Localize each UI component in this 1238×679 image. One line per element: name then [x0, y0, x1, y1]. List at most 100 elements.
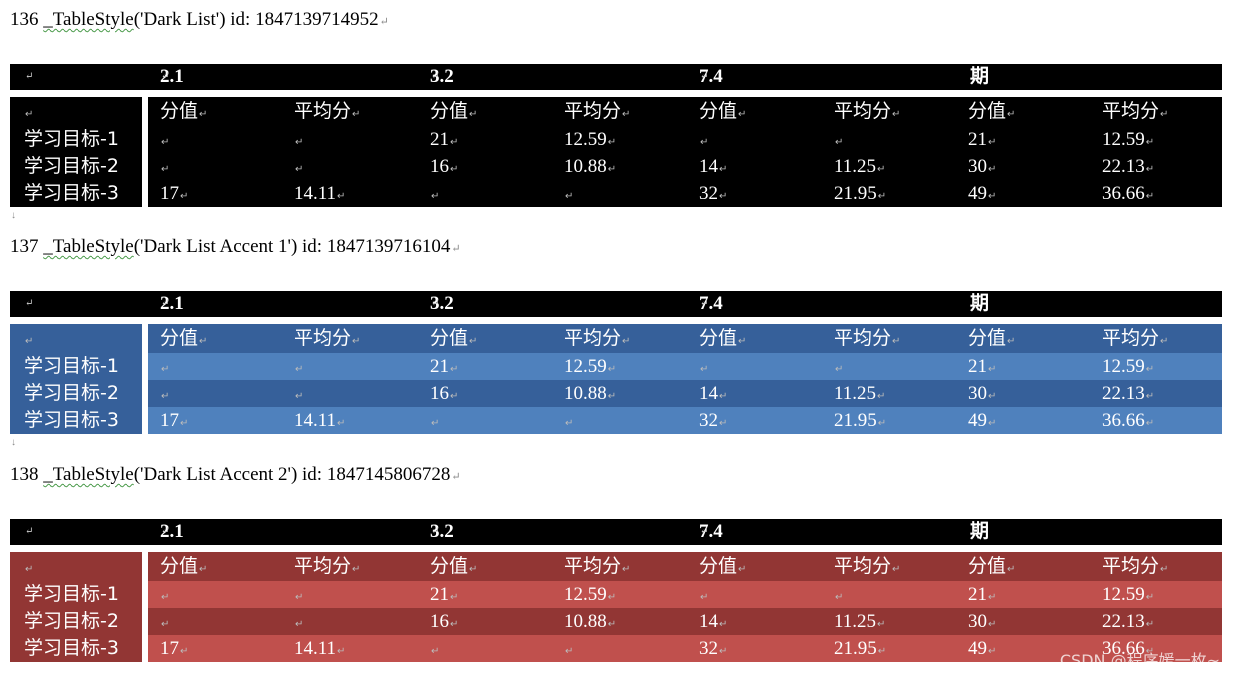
table-cell: 12.59↵	[1102, 353, 1154, 383]
table-cell: 12.59↵	[564, 581, 616, 611]
cell-value: 22.13	[1102, 611, 1145, 632]
cell-mark-icon: ↵	[622, 109, 631, 120]
table-cell: 17↵	[160, 407, 188, 437]
cell-mark-icon: ↵	[450, 619, 459, 630]
cell-value: 12.59	[1102, 356, 1145, 377]
cell-mark-icon: ↵	[199, 564, 208, 575]
sub-header-label: 平均分	[834, 555, 892, 577]
group-header-label: 7.4	[699, 521, 723, 542]
sub-header-label: 平均分	[564, 327, 622, 349]
cell-mark-icon: ↵	[295, 137, 304, 148]
cell-mark-icon: ↵	[988, 364, 997, 375]
table-cell: ↵	[160, 126, 169, 156]
caption-style-arg: ('Dark List')	[133, 9, 226, 30]
cell-mark-icon: ↵	[199, 109, 208, 120]
cell-mark-icon: ↵	[719, 191, 728, 202]
cell-mark-icon: ↵	[565, 418, 574, 429]
row-label: 学习目标-2	[24, 608, 119, 635]
sub-header-label: 分值	[968, 100, 1007, 122]
sub-header-label: 分值	[699, 555, 738, 577]
sub-header-row: 分值↵ 平均分↵ 分值↵ 平均分↵ 分值↵ 平均分↵ 分值↵ 平均分↵	[148, 97, 1222, 126]
paragraph-mark-icon: ↵	[451, 471, 461, 483]
row-label: 学习目标-3	[24, 407, 119, 434]
table-cell: 10.88↵	[564, 153, 616, 183]
row-label-column: ↵ 学习目标-1 学习目标-2 学习目标-3	[10, 97, 142, 207]
cell-value: 14	[699, 383, 718, 404]
table-cell: ↵	[294, 353, 303, 383]
cell-mark-icon: ↵	[1145, 646, 1155, 657]
table-cell: ↵	[699, 126, 708, 156]
cell-mark-icon: ↵	[700, 71, 709, 82]
cell-mark-icon: ↵	[337, 418, 346, 429]
cell-value: 21.95	[834, 638, 877, 659]
table-cell: 36.66↵	[1102, 180, 1154, 210]
sub-header-cell: 平均分↵	[294, 324, 360, 356]
sub-header-label: 平均分	[834, 100, 892, 122]
cell-value: 12.59	[564, 584, 607, 605]
sub-header-label: 平均分	[1102, 327, 1160, 349]
cell-mark-icon: ↵	[469, 564, 478, 575]
cell-mark-icon: ↵	[161, 592, 170, 603]
table-cell: 36.66↵	[1102, 407, 1154, 437]
table-cell: 12.59↵	[1102, 126, 1154, 156]
cell-mark-icon: ↵	[607, 592, 617, 603]
table-cell: ↵	[564, 180, 573, 210]
caption-style-arg: ('Dark List Accent 2')	[133, 464, 298, 485]
table-cell: ↵	[699, 353, 708, 383]
cell-mark-icon: ↵	[719, 391, 728, 402]
table-cell: ↵	[430, 407, 439, 437]
group-header-label: 3.2	[430, 293, 454, 314]
cell-mark-icon: ↵	[971, 71, 980, 82]
cell-mark-icon: ↵	[450, 391, 459, 402]
cell-mark-icon: ↵	[431, 526, 440, 537]
sub-header-cell: 平均分↵	[1102, 324, 1168, 356]
sub-header-cell: 平均分↵	[834, 97, 900, 129]
cell-mark-icon: ↵	[988, 418, 997, 429]
table-cell: 16↵	[430, 380, 458, 410]
row-label: 学习目标-3	[24, 180, 119, 207]
cell-value: 11.25	[834, 383, 877, 404]
sub-header-cell: 分值↵	[968, 552, 1015, 584]
row-label-text: 学习目标-3	[24, 182, 119, 204]
cell-value: 12.59	[564, 129, 607, 150]
table-cell: ↵	[564, 407, 573, 437]
cell-mark-icon: ↵	[180, 191, 189, 202]
cell-value: 12.59	[1102, 129, 1145, 150]
cell-value: 16	[430, 383, 449, 404]
sub-header-label: 平均分	[294, 100, 352, 122]
table-cell: 30↵	[968, 380, 996, 410]
sub-header-label: 分值	[699, 100, 738, 122]
caption-style-name: _TableStyle	[43, 236, 134, 257]
table-cell: 32↵	[699, 407, 727, 437]
cell-mark-icon: ↵	[988, 137, 997, 148]
table-caption: 138 _TableStyle('Dark List Accent 2') id…	[10, 464, 461, 488]
sub-header-cell: 平均分↵	[1102, 97, 1168, 129]
table-cell: ↵	[160, 353, 169, 383]
cell-mark-icon: ↵	[180, 418, 189, 429]
table-body: ↵ 学习目标-1 学习目标-2 学习目标-3 分值↵ 平均分↵ 分值↵ 平均分↵ 分值↵ 平均分↵…	[10, 552, 1222, 662]
group-header-label: 3.2	[430, 521, 454, 542]
cell-mark-icon: ↵	[25, 564, 34, 575]
cell-mark-icon: ↵	[161, 526, 170, 537]
cell-mark-icon: ↵	[469, 109, 478, 120]
corner-cell: ↵	[24, 553, 33, 580]
table-cell: 30↵	[968, 608, 996, 638]
cell-value: 17	[160, 638, 179, 659]
row-label: 学习目标-1	[24, 353, 119, 380]
table-cell: 22.13↵	[1102, 380, 1154, 410]
cell-mark-icon: ↵	[431, 646, 440, 657]
cell-value: 10.88	[564, 611, 607, 632]
cell-mark-icon: ↵	[835, 137, 844, 148]
sub-header-row: 分值↵ 平均分↵ 分值↵ 平均分↵ 分值↵ 平均分↵ 分值↵ 平均分↵	[148, 324, 1222, 353]
cell-mark-icon: ↵	[352, 336, 361, 347]
group-header-label: 2.1	[160, 521, 184, 542]
cell-value: 11.25	[834, 611, 877, 632]
cell-mark-icon: ↵	[700, 137, 709, 148]
row-label-text: 学习目标-3	[24, 409, 119, 431]
table-cell: ↵	[834, 126, 843, 156]
sub-header-cell: 平均分↵	[1102, 552, 1168, 584]
cell-value: 21	[430, 356, 449, 377]
cell-mark-icon: ↵	[700, 364, 709, 375]
caption-number: 136	[10, 9, 39, 30]
cell-mark-icon: ↵	[161, 137, 170, 148]
